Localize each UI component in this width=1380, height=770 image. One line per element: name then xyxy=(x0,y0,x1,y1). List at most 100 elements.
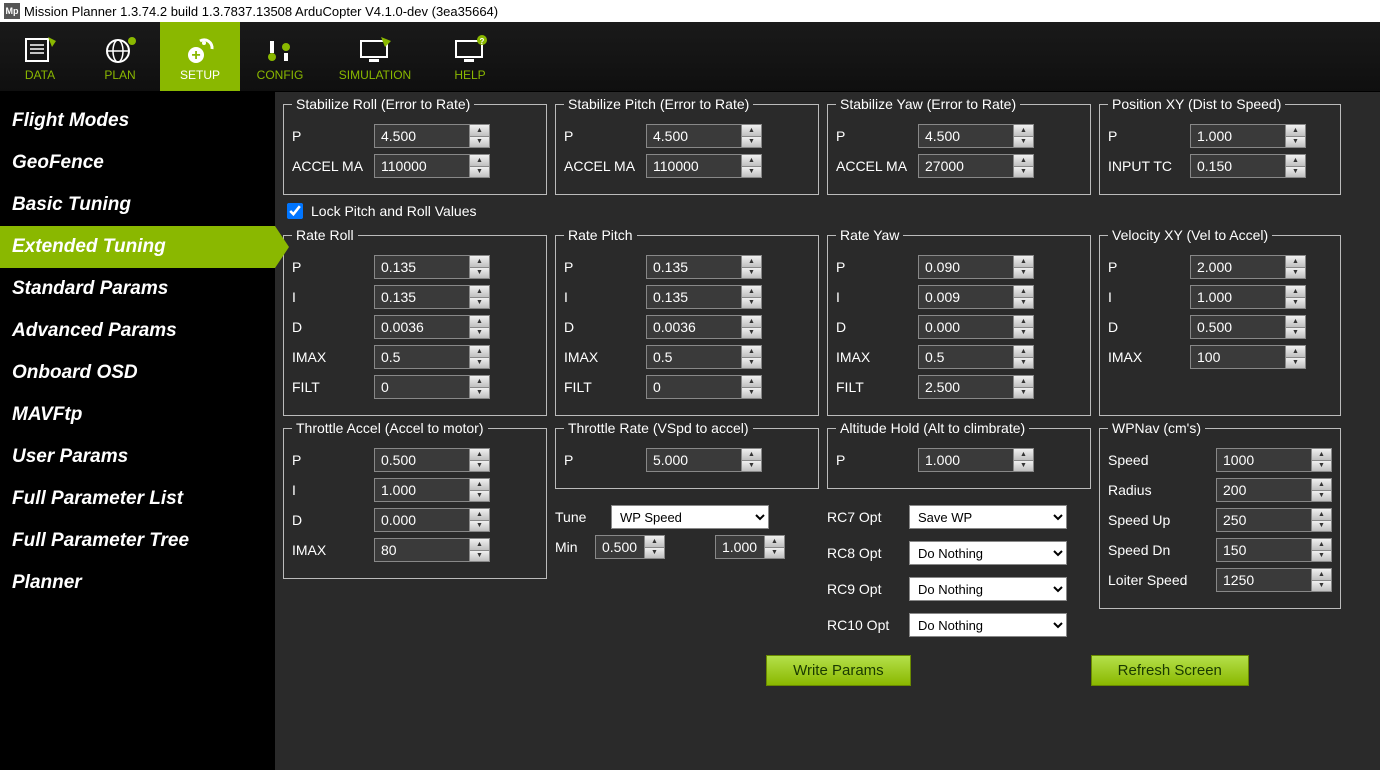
group-title: Position XY (Dist to Speed) xyxy=(1108,96,1285,112)
thr-accel-d-spinner[interactable]: ▲▼ xyxy=(374,508,490,532)
rc10-select[interactable]: Do Nothing xyxy=(909,613,1067,637)
rate-roll-i-spinner[interactable]: ▲▼ xyxy=(374,285,490,309)
rate-roll-p-spinner[interactable]: ▲▼ xyxy=(374,255,490,279)
stab-roll-accel-spinner[interactable]: ▲▼ xyxy=(374,154,490,178)
stab-pitch-p-spinner[interactable]: ▲▼ xyxy=(646,124,762,148)
group-wpnav: WPNav (cm's) Speed▲▼ Radius▲▼ Speed Up▲▼… xyxy=(1099,420,1341,609)
sidebar: Flight ModesGeoFenceBasic TuningExtended… xyxy=(0,92,275,770)
sidebar-item-onboard-osd[interactable]: Onboard OSD xyxy=(0,352,275,394)
rate-yaw-p-spinner[interactable]: ▲▼ xyxy=(918,255,1034,279)
rate-roll-d-spinner[interactable]: ▲▼ xyxy=(374,315,490,339)
param-label: D xyxy=(836,319,918,335)
tune-select[interactable]: WP Speed xyxy=(611,505,769,529)
stab-pitch-accel-spinner[interactable]: ▲▼ xyxy=(646,154,762,178)
sidebar-item-full-parameter-list[interactable]: Full Parameter List xyxy=(0,478,275,520)
param-label: IMAX xyxy=(1108,349,1190,365)
param-label: Radius xyxy=(1108,482,1216,498)
rate-pitch-imax-spinner[interactable]: ▲▼ xyxy=(646,345,762,369)
thr-accel-p-spinner[interactable]: ▲▼ xyxy=(374,448,490,472)
tune-min-spinner[interactable]: ▲▼ xyxy=(595,535,665,559)
write-params-button[interactable]: Write Params xyxy=(766,655,911,686)
main-toolbar: DATA PLAN +SETUPCONFIG SIMULATION ?HELP xyxy=(0,22,1380,92)
thr-accel-imax-spinner[interactable]: ▲▼ xyxy=(374,538,490,562)
rc9-select[interactable]: Do Nothing xyxy=(909,577,1067,601)
velxy-p-spinner[interactable]: ▲▼ xyxy=(1190,255,1306,279)
sidebar-item-geofence[interactable]: GeoFence xyxy=(0,142,275,184)
param-label: D xyxy=(292,512,374,528)
sidebar-item-basic-tuning[interactable]: Basic Tuning xyxy=(0,184,275,226)
param-label: Speed Dn xyxy=(1108,542,1216,558)
group-velocity-xy: Velocity XY (Vel to Accel) P▲▼ I▲▼ D▲▼ I… xyxy=(1099,227,1341,416)
wpnav-loiter-spinner[interactable]: ▲▼ xyxy=(1216,568,1332,592)
svg-text:?: ? xyxy=(480,37,485,46)
param-label: P xyxy=(836,259,918,275)
group-title: Rate Pitch xyxy=(564,227,637,243)
param-label: IMAX xyxy=(836,349,918,365)
param-label: IMAX xyxy=(564,349,646,365)
param-label: P xyxy=(836,128,918,144)
sidebar-item-mavftp[interactable]: MAVFtp xyxy=(0,394,275,436)
sidebar-item-extended-tuning[interactable]: Extended Tuning xyxy=(0,226,275,268)
stab-yaw-p-spinner[interactable]: ▲▼ xyxy=(918,124,1034,148)
thr-accel-i-spinner[interactable]: ▲▼ xyxy=(374,478,490,502)
wpnav-speed-spinner[interactable]: ▲▼ xyxy=(1216,448,1332,472)
sidebar-item-user-params[interactable]: User Params xyxy=(0,436,275,478)
refresh-screen-button[interactable]: Refresh Screen xyxy=(1091,655,1249,686)
rate-roll-filt-spinner[interactable]: ▲▼ xyxy=(374,375,490,399)
rate-pitch-filt-spinner[interactable]: ▲▼ xyxy=(646,375,762,399)
toolbar-simulation[interactable]: SIMULATION xyxy=(320,22,430,91)
toolbar-plan[interactable]: PLAN xyxy=(80,22,160,91)
tune-max-spinner[interactable]: ▲▼ xyxy=(715,535,785,559)
velxy-d-spinner[interactable]: ▲▼ xyxy=(1190,315,1306,339)
rate-pitch-p-spinner[interactable]: ▲▼ xyxy=(646,255,762,279)
rate-yaw-filt-spinner[interactable]: ▲▼ xyxy=(918,375,1034,399)
lock-pitch-roll-checkbox[interactable]: Lock Pitch and Roll Values xyxy=(287,203,1368,219)
stab-yaw-accel-spinner[interactable]: ▲▼ xyxy=(918,154,1034,178)
group-position-xy: Position XY (Dist to Speed) P▲▼ INPUT TC… xyxy=(1099,96,1341,195)
param-label: P xyxy=(564,128,646,144)
sidebar-item-advanced-params[interactable]: Advanced Params xyxy=(0,310,275,352)
posxy-tc-spinner[interactable]: ▲▼ xyxy=(1190,154,1306,178)
velxy-i-spinner[interactable]: ▲▼ xyxy=(1190,285,1306,309)
sidebar-item-flight-modes[interactable]: Flight Modes xyxy=(0,100,275,142)
param-label: I xyxy=(292,289,374,305)
group-title: Rate Roll xyxy=(292,227,358,243)
param-label: FILT xyxy=(292,379,374,395)
althold-p-spinner[interactable]: ▲▼ xyxy=(918,448,1034,472)
rc8-select[interactable]: Do Nothing xyxy=(909,541,1067,565)
toolbar-config[interactable]: CONFIG xyxy=(240,22,320,91)
toolbar-setup[interactable]: +SETUP xyxy=(160,22,240,91)
wpnav-speedup-spinner[interactable]: ▲▼ xyxy=(1216,508,1332,532)
wpnav-radius-spinner[interactable]: ▲▼ xyxy=(1216,478,1332,502)
app-icon: Mp xyxy=(4,3,20,19)
rate-roll-imax-spinner[interactable]: ▲▼ xyxy=(374,345,490,369)
rate-yaw-d-spinner[interactable]: ▲▼ xyxy=(918,315,1034,339)
sidebar-item-full-parameter-tree[interactable]: Full Parameter Tree xyxy=(0,520,275,562)
stab-roll-p-spinner[interactable]: ▲▼ xyxy=(374,124,490,148)
param-label: P xyxy=(292,452,374,468)
param-label: P xyxy=(564,259,646,275)
toolbar-label: SIMULATION xyxy=(339,68,411,82)
rate-yaw-imax-spinner[interactable]: ▲▼ xyxy=(918,345,1034,369)
rate-pitch-d-spinner[interactable]: ▲▼ xyxy=(646,315,762,339)
toolbar-data[interactable]: DATA xyxy=(0,22,80,91)
toolbar-help[interactable]: ?HELP xyxy=(430,22,510,91)
param-label: D xyxy=(1108,319,1190,335)
rate-yaw-i-spinner[interactable]: ▲▼ xyxy=(918,285,1034,309)
param-label: ACCEL MA xyxy=(292,158,374,174)
group-stabilize-roll: Stabilize Roll (Error to Rate) P▲▼ ACCEL… xyxy=(283,96,547,195)
group-stabilize-yaw: Stabilize Yaw (Error to Rate) P▲▼ ACCEL … xyxy=(827,96,1091,195)
group-throttle-rate: Throttle Rate (VSpd to accel) P▲▼ xyxy=(555,420,819,489)
wpnav-speeddn-spinner[interactable]: ▲▼ xyxy=(1216,538,1332,562)
velxy-imax-spinner[interactable]: ▲▼ xyxy=(1190,345,1306,369)
param-label: Speed xyxy=(1108,452,1216,468)
toolbar-label: PLAN xyxy=(104,68,135,82)
rc7-select[interactable]: Save WP xyxy=(909,505,1067,529)
posxy-p-spinner[interactable]: ▲▼ xyxy=(1190,124,1306,148)
sidebar-item-standard-params[interactable]: Standard Params xyxy=(0,268,275,310)
sidebar-item-planner[interactable]: Planner xyxy=(0,562,275,604)
rc8-label: RC8 Opt xyxy=(827,545,909,561)
group-throttle-accel: Throttle Accel (Accel to motor) P▲▼ I▲▼ … xyxy=(283,420,547,579)
thr-rate-p-spinner[interactable]: ▲▼ xyxy=(646,448,762,472)
rate-pitch-i-spinner[interactable]: ▲▼ xyxy=(646,285,762,309)
